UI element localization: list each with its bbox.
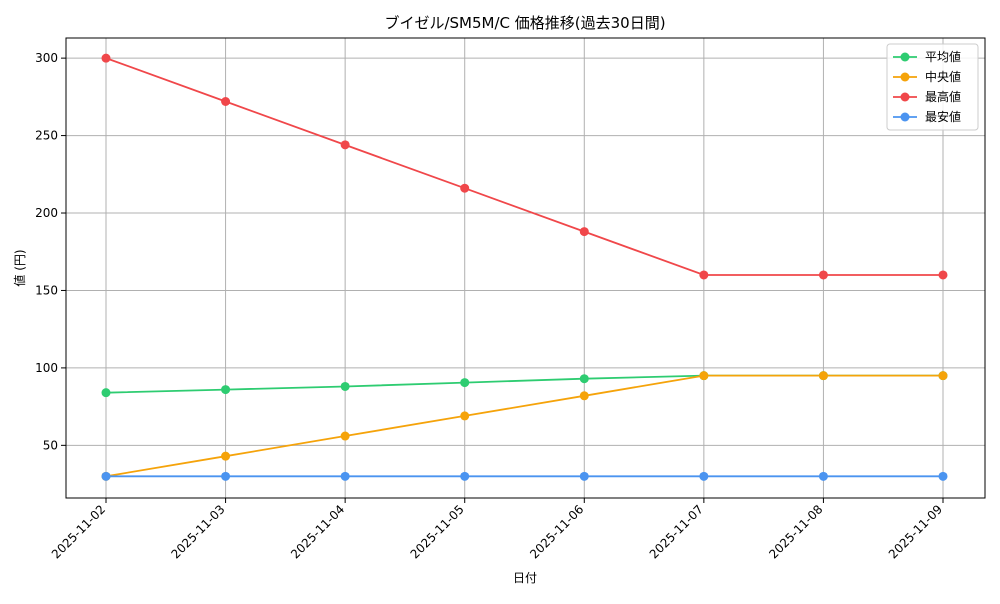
data-point [460, 378, 470, 388]
data-point [101, 53, 111, 63]
legend-label: 最高値 [925, 89, 961, 104]
series-最安値 [101, 471, 948, 481]
data-point [579, 391, 589, 401]
chart-title: ブイゼル/SM5M/C 価格推移(過去30日間) [384, 14, 665, 32]
legend-label: 最安値 [925, 109, 961, 124]
legend-box [886, 43, 979, 131]
data-point [460, 471, 470, 481]
legend-item: 最安値 [893, 109, 961, 124]
data-point [938, 471, 948, 481]
y-axis: 50 100 150 200 250 300 [35, 51, 66, 452]
data-point [221, 451, 231, 461]
legend-marker [900, 112, 910, 122]
data-point [460, 411, 470, 421]
y-tick-label: 200 [35, 206, 58, 220]
data-point [699, 471, 709, 481]
x-axis-label: 日付 [513, 571, 537, 585]
legend-marker [900, 92, 910, 102]
data-point [101, 388, 111, 398]
legend-item: 最高値 [893, 89, 961, 104]
data-point [579, 471, 589, 481]
data-point [938, 371, 948, 381]
series-最高値 [101, 53, 948, 280]
legend-item: 平均値 [893, 49, 961, 64]
y-tick-label: 300 [35, 51, 58, 65]
data-point [340, 140, 350, 150]
data-point [699, 270, 709, 280]
data-point [340, 381, 350, 391]
data-point [460, 183, 470, 193]
legend-item: 中央値 [893, 69, 961, 84]
data-point [340, 471, 350, 481]
data-point [221, 385, 231, 395]
data-point [101, 471, 111, 481]
plot-frame [65, 37, 986, 499]
legend-label: 中央値 [925, 69, 961, 84]
grid [66, 38, 985, 498]
data-point [579, 227, 589, 237]
data-point [938, 270, 948, 280]
y-tick-label: 100 [35, 361, 58, 375]
legend-marker [900, 72, 910, 82]
series-line [105, 374, 943, 478]
y-axis-label: 値 (円) [12, 249, 27, 286]
data-point [221, 97, 231, 107]
series-group [101, 53, 948, 481]
legend-marker [900, 52, 910, 62]
y-tick-label: 250 [35, 129, 58, 143]
y-tick-label: 150 [35, 283, 58, 297]
data-point [579, 374, 589, 384]
data-point [818, 371, 828, 381]
data-point [699, 371, 709, 381]
y-tick-label: 50 [43, 438, 58, 452]
series-line [105, 57, 943, 276]
data-point [818, 270, 828, 280]
data-point [818, 471, 828, 481]
data-point [340, 431, 350, 441]
data-point [221, 471, 231, 481]
legend-label: 平均値 [925, 49, 961, 64]
